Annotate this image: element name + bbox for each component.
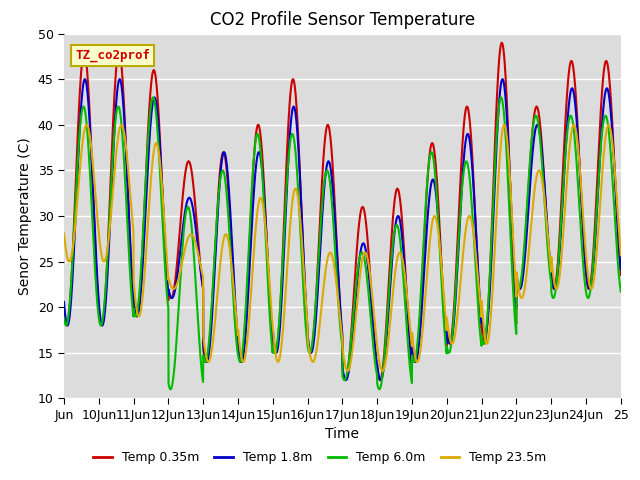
Legend: Temp 0.35m, Temp 1.8m, Temp 6.0m, Temp 23.5m: Temp 0.35m, Temp 1.8m, Temp 6.0m, Temp 2… [88, 446, 552, 469]
Title: CO2 Profile Sensor Temperature: CO2 Profile Sensor Temperature [210, 11, 475, 29]
Text: TZ_co2prof: TZ_co2prof [75, 49, 150, 62]
X-axis label: Time: Time [325, 427, 360, 442]
Y-axis label: Senor Temperature (C): Senor Temperature (C) [18, 137, 32, 295]
